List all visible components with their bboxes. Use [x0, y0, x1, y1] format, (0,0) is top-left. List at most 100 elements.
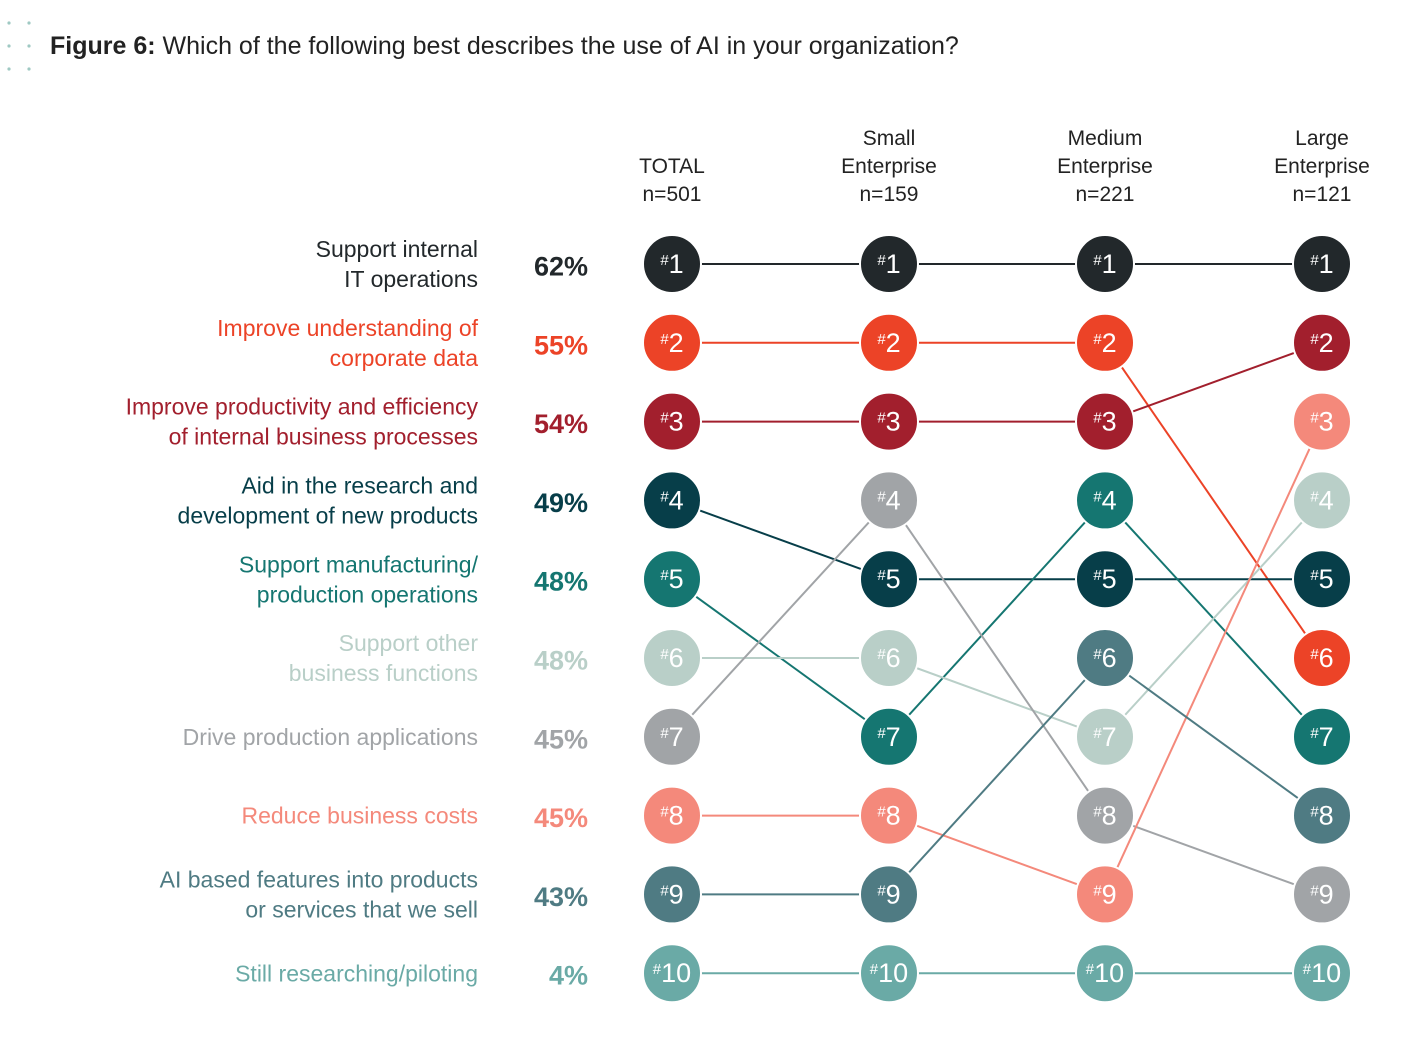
rank-number: 3: [1319, 407, 1334, 437]
rank-circle: [859, 549, 919, 610]
rank-label: #5: [1310, 564, 1333, 594]
column-header-2: Small Enterprise n=159: [841, 127, 937, 206]
rank-label: #7: [877, 722, 900, 752]
row-label-2-line: Improve understanding of: [217, 315, 478, 341]
rank-number: 2: [1102, 328, 1117, 358]
rank-hash: #: [1093, 646, 1102, 663]
figure-title: Figure 6: Which of the following best de…: [50, 32, 959, 61]
row-percent-5-line: 48%: [534, 567, 588, 597]
rank-circle: [642, 549, 702, 610]
row-percent-6: 48%: [534, 645, 588, 675]
rank-circle: [1292, 943, 1352, 1004]
column-header-1: TOTAL n=501: [639, 155, 705, 206]
rank-hash: #: [1303, 961, 1312, 978]
rank-label: #5: [660, 564, 683, 594]
rank-hash: #: [877, 567, 886, 584]
column-header-4: Large Enterprise n=121: [1274, 127, 1370, 206]
row-label-10: Still researching/piloting: [235, 960, 478, 986]
rank-label: #7: [1310, 722, 1333, 752]
rank-circle: [859, 628, 919, 688]
rank-label: #9: [660, 879, 683, 909]
rank-hash: #: [1093, 331, 1102, 348]
row-percent-4: 49%: [534, 488, 588, 518]
rank-number: 10: [1311, 958, 1341, 988]
rank-number: 1: [669, 249, 684, 279]
rank-circle: [642, 864, 702, 925]
column-header-line: n=221: [1076, 183, 1135, 206]
rank-label: #9: [877, 879, 900, 909]
row-percent-9: 43%: [534, 882, 588, 912]
row-label-9: AI based features into products or servic…: [160, 866, 478, 922]
rank-label: #6: [660, 643, 683, 673]
row-percent-10: 4%: [549, 961, 588, 991]
rank-hash: #: [877, 882, 886, 899]
rank-circle: [1292, 864, 1352, 925]
rank-circle: [1075, 628, 1135, 688]
rank-circle: [642, 785, 702, 846]
rank-hash: #: [1093, 725, 1102, 742]
rank-line-row-4: [671, 499, 890, 581]
rank-hash: #: [660, 410, 669, 427]
rank-number: 9: [1319, 879, 1334, 909]
rank-number: 5: [886, 564, 901, 594]
column-header-line: n=121: [1293, 183, 1352, 206]
rank-hash: #: [660, 804, 669, 821]
row-label-4: Aid in the research and development of ne…: [178, 472, 478, 528]
rank-number: 4: [1319, 485, 1334, 515]
rank-hash: #: [660, 252, 669, 269]
rank-circle: [1292, 234, 1352, 294]
rank-number: 7: [1319, 722, 1334, 752]
rank-hash: #: [877, 804, 886, 821]
rank-circle: [1075, 706, 1135, 767]
rank-hash: #: [877, 331, 886, 348]
rank-line-row-3: [1104, 341, 1323, 423]
rank-hash: #: [1093, 252, 1102, 269]
rank-number: 3: [886, 407, 901, 437]
rank-number: 4: [669, 485, 684, 515]
rank-number: 8: [1319, 801, 1334, 831]
column-header-line: TOTAL: [639, 155, 705, 178]
rank-label: #1: [1093, 249, 1116, 279]
rank-line-row-9: [1104, 657, 1323, 817]
row-label-6-line: business functions: [289, 660, 478, 686]
row-label-2-line: corporate data: [330, 345, 479, 371]
row-label-10-line: Still researching/piloting: [235, 960, 478, 986]
rank-number: 8: [886, 801, 901, 831]
rank-number: 1: [1319, 249, 1334, 279]
rank-number: 7: [886, 722, 901, 752]
row-label-8-line: Reduce business costs: [241, 803, 478, 829]
rank-label: #10: [1303, 958, 1341, 988]
rank-line-row-2: [1104, 342, 1323, 659]
rank-line-row-6: [888, 657, 1106, 738]
rank-label: #8: [1093, 801, 1116, 831]
rank-circle: [1292, 628, 1352, 688]
rank-circle: [859, 312, 919, 373]
rank-label: #4: [660, 485, 683, 515]
rank-label: #9: [1093, 879, 1116, 909]
rank-number: 5: [1102, 564, 1117, 594]
row-label-4-line: Aid in the research and: [241, 472, 478, 498]
row-label-6-line: Support other: [339, 630, 479, 656]
rank-label: #5: [877, 564, 900, 594]
rank-circle: [1292, 549, 1352, 610]
column-header-line: Enterprise: [1057, 155, 1153, 178]
column-header-line: Large: [1295, 127, 1349, 150]
rank-hash: #: [877, 725, 886, 742]
rank-label: #1: [660, 249, 683, 279]
rank-line-row-8: [1104, 421, 1323, 895]
rank-hash: #: [660, 567, 669, 584]
rank-circle: [859, 234, 919, 294]
rank-number: 2: [886, 328, 901, 358]
row-label-2: Improve understanding of corporate data: [217, 315, 478, 371]
rank-number: 2: [1319, 328, 1334, 358]
rank-circle: [1292, 706, 1352, 767]
rank-circle: [859, 470, 919, 531]
rank-hash: #: [660, 488, 669, 505]
rank-hash: #: [1310, 804, 1319, 821]
rank-label: #4: [877, 485, 900, 515]
rank-hash: #: [870, 961, 879, 978]
rank-circle: [1075, 943, 1135, 1004]
rank-label: #2: [877, 328, 900, 358]
rank-label: #3: [660, 407, 683, 437]
row-percent-2-line: 55%: [534, 330, 588, 360]
